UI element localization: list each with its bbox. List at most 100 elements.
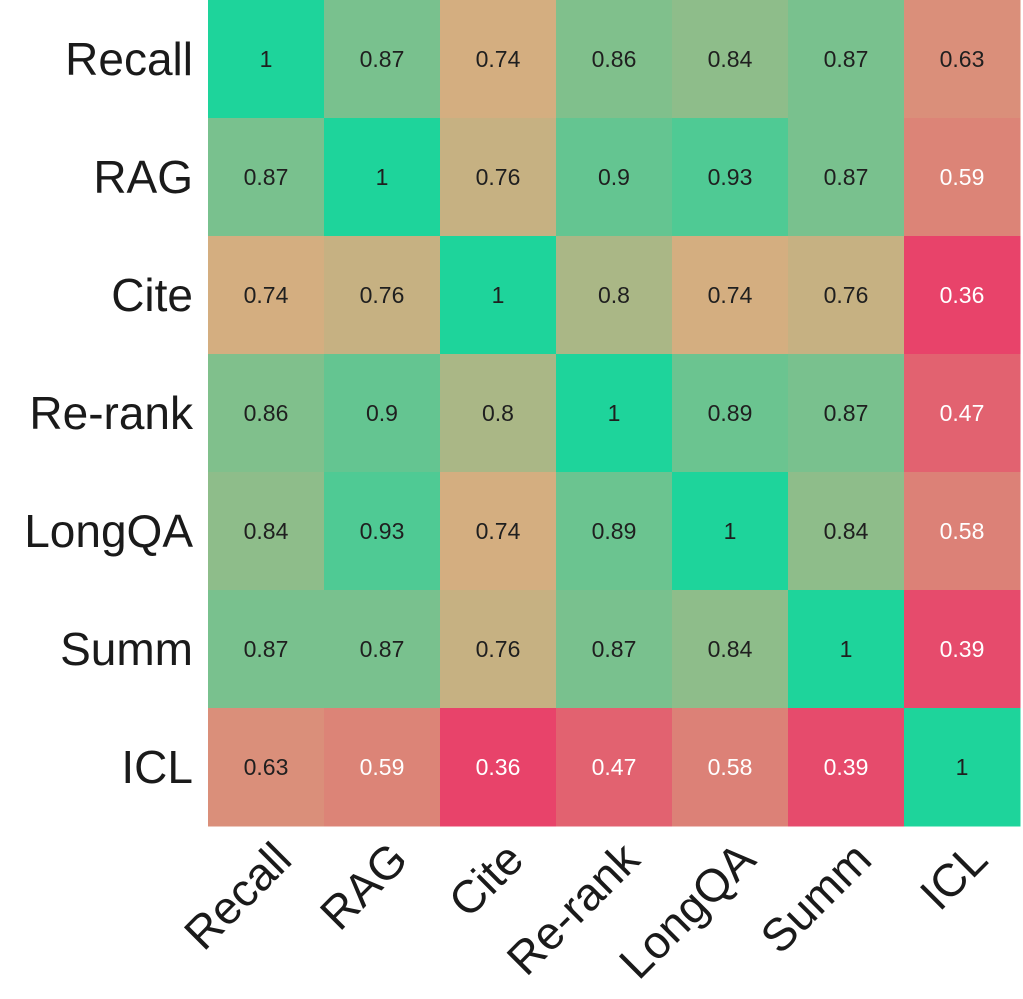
cell-value-label: 0.87 [824, 46, 869, 72]
heatmap-cell [324, 472, 441, 591]
column-tick-label: RAG [310, 832, 417, 939]
cell-value-label: 0.8 [482, 400, 514, 426]
heatmap-cell [208, 236, 325, 355]
heatmap-cell [208, 0, 325, 119]
cell-value-label: 0.58 [940, 518, 985, 544]
cell-value-label: 1 [608, 400, 621, 426]
cell-value-label: 0.87 [360, 46, 405, 72]
cell-value-label: 0.39 [940, 636, 985, 662]
cell-value-label: 0.39 [824, 754, 869, 780]
cell-value-label: 0.87 [824, 400, 869, 426]
cell-value-label: 1 [724, 518, 737, 544]
row-tick-label: Cite [111, 269, 193, 321]
cell-value-label: 0.93 [708, 164, 753, 190]
row-tick-labels: Recall RAG Cite Re-rank LongQA Summ ICL [24, 33, 194, 793]
cell-value-label: 0.74 [476, 46, 521, 72]
heatmap-cell [440, 472, 557, 591]
heatmap-cell [208, 472, 325, 591]
cell-value-label: 0.89 [708, 400, 753, 426]
cell-value-label: 0.9 [598, 164, 630, 190]
heatmap-cell [788, 354, 905, 473]
cell-value-label: 0.87 [244, 636, 289, 662]
heatmap-cell [556, 236, 673, 355]
cell-value-label: 0.87 [592, 636, 637, 662]
heatmap-cell [672, 472, 789, 591]
cell-value-label: 0.59 [360, 754, 405, 780]
heatmap-cell [904, 472, 1021, 591]
cell-value-label: 0.74 [708, 282, 753, 308]
heatmap-cell [904, 236, 1021, 355]
heatmap-cells [208, 0, 1021, 827]
cell-value-label: 0.93 [360, 518, 405, 544]
heatmap-cell [556, 118, 673, 237]
heatmap-cell [672, 0, 789, 119]
heatmap-cell [904, 354, 1021, 473]
row-tick-label: RAG [93, 151, 193, 203]
row-tick-label: ICL [121, 741, 193, 793]
cell-value-label: 0.9 [366, 400, 398, 426]
heatmap-cell-labels: 1 0.87 0.74 0.86 0.84 0.87 0.63 0.87 1 0.76 0.9 0.9… [244, 46, 985, 780]
cell-value-label: 1 [376, 164, 389, 190]
heatmap-cell [208, 118, 325, 237]
cell-value-label: 0.84 [244, 518, 289, 544]
cell-value-label: 0.76 [476, 164, 521, 190]
cell-value-label: 0.63 [940, 46, 985, 72]
cell-value-label: 0.58 [708, 754, 753, 780]
row-tick-label: Summ [60, 623, 193, 675]
cell-value-label: 0.74 [244, 282, 289, 308]
cell-value-label: 0.89 [592, 518, 637, 544]
heatmap-cell [324, 708, 441, 827]
cell-value-label: 1 [956, 754, 969, 780]
cell-value-label: 0.76 [476, 636, 521, 662]
heatmap-cell [672, 236, 789, 355]
heatmap-cell [788, 236, 905, 355]
cell-value-label: 0.76 [360, 282, 405, 308]
row-tick-label: LongQA [24, 505, 193, 557]
heatmap-cell [324, 236, 441, 355]
heatmap-cell [440, 354, 557, 473]
cell-value-label: 0.36 [940, 282, 985, 308]
heatmap-cell [672, 118, 789, 237]
cell-value-label: 0.59 [940, 164, 985, 190]
cell-value-label: 0.76 [824, 282, 869, 308]
cell-value-label: 0.47 [940, 400, 985, 426]
column-tick-label: Recall [174, 832, 301, 959]
heatmap-cell [208, 590, 325, 709]
cell-value-label: 0.63 [244, 754, 289, 780]
heatmap-cell [208, 354, 325, 473]
cell-value-label: 1 [492, 282, 505, 308]
cell-value-label: 0.8 [598, 282, 630, 308]
cell-value-label: 1 [260, 46, 273, 72]
heatmap-cell [556, 590, 673, 709]
heatmap-cell [556, 472, 673, 591]
heatmap-cell [672, 590, 789, 709]
column-tick-label: Cite [438, 832, 533, 927]
cell-value-label: 0.84 [708, 46, 753, 72]
heatmap-cell [440, 0, 557, 119]
cell-value-label: 0.86 [244, 400, 289, 426]
heatmap-cell [904, 708, 1021, 827]
cell-value-label: 0.87 [360, 636, 405, 662]
heatmap-cell [324, 354, 441, 473]
heatmap-cell [440, 118, 557, 237]
cell-value-label: 0.84 [824, 518, 869, 544]
heatmap-cell [440, 708, 557, 827]
heatmap-cell [904, 0, 1021, 119]
heatmap-cell [788, 472, 905, 591]
heatmap-cell [904, 118, 1021, 237]
heatmap-cell [672, 708, 789, 827]
cell-value-label: 0.74 [476, 518, 521, 544]
heatmap-cell [788, 708, 905, 827]
heatmap-cell [788, 118, 905, 237]
heatmap-cell [672, 354, 789, 473]
cell-value-label: 0.84 [708, 636, 753, 662]
cell-value-label: 0.87 [824, 164, 869, 190]
cell-value-label: 0.47 [592, 754, 637, 780]
cell-value-label: 0.87 [244, 164, 289, 190]
cell-value-label: 0.86 [592, 46, 637, 72]
column-tick-label: Summ [750, 832, 881, 963]
heatmap-cell [788, 0, 905, 119]
heatmap-cell [440, 590, 557, 709]
